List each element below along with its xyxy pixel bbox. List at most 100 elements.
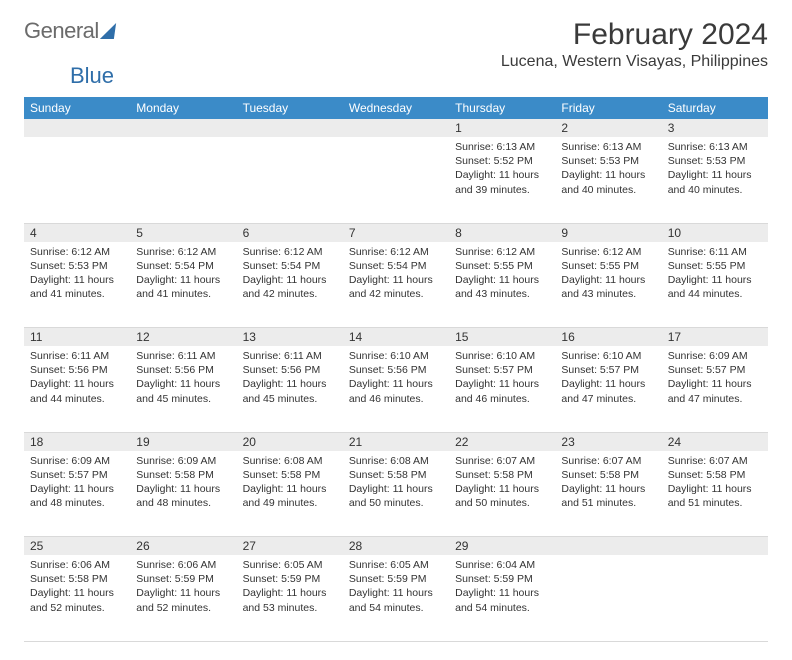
sunset-line: Sunset: 5:58 PM [136,468,230,482]
daylight-line: Daylight: 11 hours and 50 minutes. [349,482,443,510]
day-details: Sunrise: 6:10 AMSunset: 5:56 PMDaylight:… [343,346,449,410]
daylight-line: Daylight: 11 hours and 47 minutes. [561,377,655,405]
day-cell: Sunrise: 6:09 AMSunset: 5:58 PMDaylight:… [130,451,236,537]
day-cell: Sunrise: 6:12 AMSunset: 5:53 PMDaylight:… [24,242,130,328]
daylight-line: Daylight: 11 hours and 51 minutes. [561,482,655,510]
day-number-cell: 12 [130,328,236,347]
sunset-line: Sunset: 5:54 PM [349,259,443,273]
day-details: Sunrise: 6:10 AMSunset: 5:57 PMDaylight:… [449,346,555,410]
day-details: Sunrise: 6:06 AMSunset: 5:58 PMDaylight:… [24,555,130,619]
day-number-cell [662,537,768,556]
brand-triangle-icon [100,23,116,39]
sunset-line: Sunset: 5:58 PM [668,468,762,482]
sunrise-line: Sunrise: 6:08 AM [349,454,443,468]
daylight-line: Daylight: 11 hours and 40 minutes. [561,168,655,196]
brand-part1: General [24,18,99,44]
day-cell: Sunrise: 6:09 AMSunset: 5:57 PMDaylight:… [24,451,130,537]
sunrise-line: Sunrise: 6:11 AM [243,349,337,363]
day-cell: Sunrise: 6:07 AMSunset: 5:58 PMDaylight:… [555,451,661,537]
sunrise-line: Sunrise: 6:12 AM [561,245,655,259]
day-details: Sunrise: 6:12 AMSunset: 5:54 PMDaylight:… [237,242,343,306]
sunset-line: Sunset: 5:59 PM [455,572,549,586]
day-header: Tuesday [237,97,343,119]
day-header: Wednesday [343,97,449,119]
sunrise-line: Sunrise: 6:13 AM [668,140,762,154]
day-header: Friday [555,97,661,119]
day-cell: Sunrise: 6:06 AMSunset: 5:59 PMDaylight:… [130,555,236,641]
daylight-line: Daylight: 11 hours and 48 minutes. [136,482,230,510]
sunset-line: Sunset: 5:54 PM [243,259,337,273]
daylight-line: Daylight: 11 hours and 39 minutes. [455,168,549,196]
day-number-cell: 6 [237,223,343,242]
day-number-cell: 16 [555,328,661,347]
sunset-line: Sunset: 5:55 PM [561,259,655,273]
day-number-cell: 29 [449,537,555,556]
sunrise-line: Sunrise: 6:10 AM [561,349,655,363]
sunrise-line: Sunrise: 6:09 AM [136,454,230,468]
daylight-line: Daylight: 11 hours and 54 minutes. [349,586,443,614]
daylight-line: Daylight: 11 hours and 52 minutes. [30,586,124,614]
day-number-cell: 26 [130,537,236,556]
day-number-cell [237,119,343,137]
week-row: Sunrise: 6:09 AM Sunset: 5:57 PM Daylight:… [24,451,768,537]
day-cell: Sunrise: 6:05 AMSunset: 5:59 PMDaylight:… [343,555,449,641]
day-number-cell: 5 [130,223,236,242]
day-details: Sunrise: 6:12 AMSunset: 5:54 PMDaylight:… [343,242,449,306]
sunset-line: Sunset: 5:57 PM [30,468,124,482]
day-details: Sunrise: 6:12 AMSunset: 5:55 PMDaylight:… [449,242,555,306]
daylight-line: Daylight: 11 hours and 54 minutes. [455,586,549,614]
day-number-cell: 27 [237,537,343,556]
day-details: Sunrise: 6:10 AMSunset: 5:57 PMDaylight:… [555,346,661,410]
sunrise-line: Sunrise: 6:12 AM [243,245,337,259]
day-cell: Sunrise: 6:04 AMSunset: 5:59 PMDaylight:… [449,555,555,641]
sunset-line: Sunset: 5:56 PM [136,363,230,377]
day-number-cell [130,119,236,137]
daylight-line: Daylight: 11 hours and 46 minutes. [349,377,443,405]
day-cell: Sunrise: 6:05 AMSunset: 5:59 PMDaylight:… [237,555,343,641]
location-subtitle: Lucena, Western Visayas, Philippines [501,53,768,71]
day-number-cell: 10 [662,223,768,242]
day-cell: Sunrise: 6:11 AMSunset: 5:56 PMDaylight:… [130,346,236,432]
sunrise-line: Sunrise: 6:07 AM [668,454,762,468]
day-cell: Sunrise: 6:13 AMSunset: 5:52 PMDaylight:… [449,137,555,223]
day-details: Sunrise: 6:08 AMSunset: 5:58 PMDaylight:… [237,451,343,515]
day-number-row: 11121314151617 [24,328,768,347]
title-block: February 2024 Lucena, Western Visayas, P… [501,18,768,71]
daylight-line: Daylight: 11 hours and 45 minutes. [136,377,230,405]
sunrise-line: Sunrise: 6:11 AM [136,349,230,363]
sunset-line: Sunset: 5:58 PM [455,468,549,482]
daylight-line: Daylight: 11 hours and 44 minutes. [668,273,762,301]
sunset-line: Sunset: 5:57 PM [561,363,655,377]
sunset-line: Sunset: 5:58 PM [561,468,655,482]
day-number-cell [343,119,449,137]
daylight-line: Daylight: 11 hours and 50 minutes. [455,482,549,510]
sunrise-line: Sunrise: 6:06 AM [30,558,124,572]
day-header: Thursday [449,97,555,119]
day-number-row: 123 [24,119,768,137]
day-details: Sunrise: 6:09 AMSunset: 5:57 PMDaylight:… [662,346,768,410]
daylight-line: Daylight: 11 hours and 52 minutes. [136,586,230,614]
sunset-line: Sunset: 5:55 PM [455,259,549,273]
day-number-cell: 18 [24,432,130,451]
day-cell: Sunrise: 6:10 AMSunset: 5:57 PMDaylight:… [449,346,555,432]
sunrise-line: Sunrise: 6:05 AM [349,558,443,572]
day-number-cell: 4 [24,223,130,242]
day-details: Sunrise: 6:07 AMSunset: 5:58 PMDaylight:… [449,451,555,515]
daylight-line: Daylight: 11 hours and 43 minutes. [455,273,549,301]
daylight-line: Daylight: 11 hours and 41 minutes. [30,273,124,301]
day-number-cell: 17 [662,328,768,347]
sunrise-line: Sunrise: 6:07 AM [455,454,549,468]
week-row: Sunrise: 6:12 AMSunset: 5:53 PMDaylight:… [24,242,768,328]
day-header: Monday [130,97,236,119]
month-title: February 2024 [501,18,768,51]
day-header: Saturday [662,97,768,119]
day-cell: Sunrise: 6:08 AMSunset: 5:58 PMDaylight:… [237,451,343,537]
day-number-row: 2526272829 [24,537,768,556]
sunrise-line: Sunrise: 6:12 AM [349,245,443,259]
day-cell: Sunrise: 6:12 AMSunset: 5:54 PMDaylight:… [237,242,343,328]
sunrise-line: Sunrise: 6:10 AM [455,349,549,363]
day-cell: Sunrise: 6:08 AMSunset: 5:58 PMDaylight:… [343,451,449,537]
sunrise-line: Sunrise: 6:11 AM [30,349,124,363]
day-details: Sunrise: 6:12 AMSunset: 5:55 PMDaylight:… [555,242,661,306]
day-number-cell: 22 [449,432,555,451]
